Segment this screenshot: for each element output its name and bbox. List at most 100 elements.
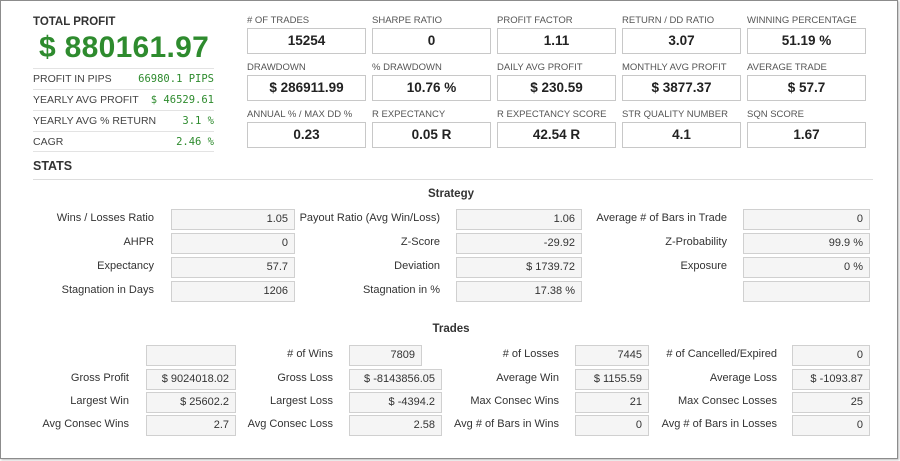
card-value: 4.1 [622, 122, 741, 148]
field-label: Gross Profit [70, 372, 129, 384]
field-label: Z-Score [400, 236, 440, 248]
field-value: $ 9024018.02 [146, 369, 236, 390]
field-label: Expectancy [97, 260, 154, 272]
field-label: Payout Ratio (Avg Win/Loss) [299, 212, 440, 224]
card-monthly-avg-profit: MONTHLY AVG PROFIT $ 3877.37 [622, 62, 741, 101]
field-label: Average Loss [709, 372, 777, 384]
field-label: # of Losses [502, 348, 559, 360]
card-label: % DRAWDOWN [372, 62, 442, 73]
card-label: ANNUAL % / MAX DD % [247, 109, 353, 120]
field-value: 57.7 [171, 257, 295, 278]
card-label: DRAWDOWN [247, 62, 306, 73]
card-value: 0 [372, 28, 491, 54]
field-label: Deviation [394, 260, 440, 272]
card-drawdown: DRAWDOWN $ 286911.99 [247, 62, 366, 101]
summary-row-yearly-avg-profit: YEARLY AVG PROFIT $ 46529.61 [33, 89, 214, 109]
field-label: Max Consec Losses [677, 395, 777, 407]
field-value: 1.05 [171, 209, 295, 230]
card-value: $ 3877.37 [622, 75, 741, 101]
card-label: MONTHLY AVG PROFIT [622, 62, 727, 73]
card-value: $ 230.59 [497, 75, 616, 101]
field-value: 2.7 [146, 415, 236, 436]
card-value: $ 57.7 [747, 75, 866, 101]
field-value: 0 % [743, 257, 870, 278]
field-label: Average Win [496, 372, 559, 384]
field-value: $ -8143856.05 [349, 369, 442, 390]
card-label: WINNING PERCENTAGE [747, 15, 857, 26]
card-label: RETURN / DD RATIO [622, 15, 715, 26]
field-label: Wins / Losses Ratio [56, 212, 154, 224]
field-value: 0 [171, 233, 295, 254]
field-value: $ 1155.59 [575, 369, 649, 390]
field-label: Z-Probability [665, 236, 727, 248]
field-label: AHPR [123, 236, 154, 248]
summary-value: 66980.1 PIPS [138, 73, 214, 85]
card-return-dd-ratio: RETURN / DD RATIO 3.07 [622, 15, 741, 54]
field-value: 7809 [349, 345, 422, 366]
card-value: 10.76 % [372, 75, 491, 101]
field-value: 0 [575, 415, 649, 436]
stats-title: STATS [33, 159, 73, 173]
summary-value: 3.1 % [182, 115, 214, 127]
card-daily-avg-profit: DAILY AVG PROFIT $ 230.59 [497, 62, 616, 101]
card-label: SHARPE RATIO [372, 15, 443, 26]
stats-divider [33, 179, 873, 180]
total-profit-label: TOTAL PROFIT [33, 16, 116, 28]
card-winning-percentage: WINNING PERCENTAGE 51.19 % [747, 15, 866, 54]
summary-label: YEARLY AVG % RETURN [33, 115, 157, 127]
card-label: STR QUALITY NUMBER [622, 109, 728, 120]
field-value: 17.38 % [456, 281, 582, 302]
card-value: 1.11 [497, 28, 616, 54]
card-average-trade: AVERAGE TRADE $ 57.7 [747, 62, 866, 101]
summary-value: $ 46529.61 [150, 94, 214, 106]
field-value: 1206 [171, 281, 295, 302]
summary-label: YEARLY AVG PROFIT [33, 94, 139, 106]
card-value: 51.19 % [747, 28, 866, 54]
field-label: # of Wins [287, 348, 333, 360]
field-label: Stagnation in % [362, 284, 440, 296]
field-value-empty [146, 345, 236, 366]
field-value: $ 25602.2 [146, 392, 236, 413]
field-label: Largest Win [70, 395, 129, 407]
field-value: $ -4394.2 [349, 392, 442, 413]
card-label: AVERAGE TRADE [747, 62, 827, 73]
field-value: 0 [792, 415, 870, 436]
summary-value: 2.46 % [176, 136, 214, 148]
field-label: Max Consec Wins [470, 395, 559, 407]
card-label: R EXPECTANCY [372, 109, 446, 120]
field-value: $ -1093.87 [792, 369, 870, 390]
card-value: 3.07 [622, 28, 741, 54]
summary-row-yearly-avg-return: YEARLY AVG % RETURN 3.1 % [33, 110, 214, 130]
field-label: Largest Loss [270, 395, 333, 407]
card-sharpe-ratio: SHARPE RATIO 0 [372, 15, 491, 54]
field-label: Gross Loss [277, 372, 333, 384]
card-annual-max-dd: ANNUAL % / MAX DD % 0.23 [247, 109, 366, 148]
card-value: 0.23 [247, 122, 366, 148]
card-sqn-score: SQN SCORE 1.67 [747, 109, 866, 148]
card-value: 1.67 [747, 122, 866, 148]
card-pct-drawdown: % DRAWDOWN 10.76 % [372, 62, 491, 101]
card-label: R EXPECTANCY SCORE [497, 109, 607, 120]
field-value: -29.92 [456, 233, 582, 254]
field-label: Avg Consec Wins [42, 418, 129, 430]
card-value: 42.54 R [497, 122, 616, 148]
field-value: 99.9 % [743, 233, 870, 254]
field-value: 21 [575, 392, 649, 413]
field-label: Avg # of Bars in Losses [661, 418, 777, 430]
card-label: # OF TRADES [247, 15, 310, 26]
field-value: 1.06 [456, 209, 582, 230]
field-value: 25 [792, 392, 870, 413]
total-profit-value: $ 880161.97 [39, 31, 210, 64]
card-r-expectancy-score: R EXPECTANCY SCORE 42.54 R [497, 109, 616, 148]
summary-row-cagr: CAGR 2.46 % [33, 131, 214, 152]
field-value: 7445 [575, 345, 649, 366]
card-str-quality-number: STR QUALITY NUMBER 4.1 [622, 109, 741, 148]
trades-section-title: Trades [432, 323, 470, 335]
summary-label: CAGR [33, 136, 64, 148]
field-value: 0 [743, 209, 870, 230]
card-value: $ 286911.99 [247, 75, 366, 101]
field-label: Average # of Bars in Trade [596, 212, 727, 224]
card-profit-factor: PROFIT FACTOR 1.11 [497, 15, 616, 54]
card-num-trades: # OF TRADES 15254 [247, 15, 366, 54]
field-label: Avg # of Bars in Wins [454, 418, 559, 430]
